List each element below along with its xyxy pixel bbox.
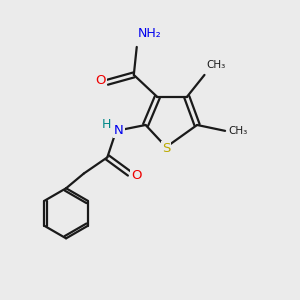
Text: NH₂: NH₂: [138, 28, 162, 40]
Text: H: H: [102, 118, 111, 131]
Text: S: S: [162, 142, 170, 155]
Text: O: O: [96, 74, 106, 87]
Text: O: O: [131, 169, 142, 182]
Text: N: N: [114, 124, 124, 137]
Text: CH₃: CH₃: [229, 126, 248, 136]
Text: CH₃: CH₃: [206, 60, 225, 70]
